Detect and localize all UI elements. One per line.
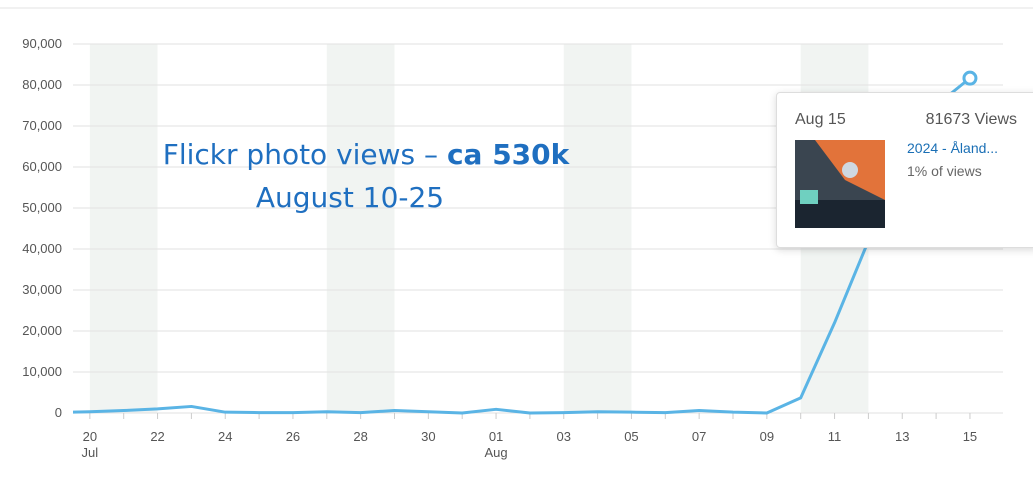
annotation-line2: August 10-25 — [256, 181, 444, 214]
x-tick-label: 01 — [489, 429, 503, 444]
x-tick-label: 28 — [353, 429, 367, 444]
x-tick-label: 20 — [83, 429, 97, 444]
x-tick-label: 11 — [828, 429, 842, 444]
x-tick-label: 13 — [895, 429, 909, 444]
weekend-band — [564, 44, 632, 413]
y-tick-label: 20,000 — [22, 323, 62, 338]
thumbnail[interactable] — [795, 140, 885, 228]
y-tick-label: 60,000 — [22, 159, 62, 174]
tooltip: Aug 15 81673 Views 2024 - Åland... 1% of… — [776, 92, 1033, 248]
y-tick-label: 80,000 — [22, 77, 62, 92]
weekend-band — [90, 44, 158, 413]
tooltip-share: 1% of views — [907, 163, 982, 179]
x-tick-label: 30 — [421, 429, 435, 444]
x-tick-label: 05 — [624, 429, 638, 444]
y-tick-label: 0 — [55, 405, 62, 420]
x-tick-label: 03 — [557, 429, 571, 444]
y-tick-label: 70,000 — [22, 118, 62, 133]
x-tick-label: 07 — [692, 429, 706, 444]
y-tick-label: 10,000 — [22, 364, 62, 379]
x-month-label: Aug — [484, 445, 507, 460]
x-month-label: Jul — [82, 445, 99, 460]
annotation-text: Flickr photo views – — [163, 138, 447, 171]
y-tick-label: 50,000 — [22, 200, 62, 215]
x-tick-label: 15 — [963, 429, 977, 444]
x-tick-label: 24 — [218, 429, 232, 444]
hover-marker — [964, 72, 976, 84]
weekend-band — [327, 44, 395, 413]
tooltip-photo-title[interactable]: 2024 - Åland... — [907, 140, 998, 156]
tooltip-date: Aug 15 — [795, 111, 846, 129]
y-tick-label: 40,000 — [22, 241, 62, 256]
y-tick-label: 90,000 — [22, 36, 62, 51]
x-tick-label: 09 — [760, 429, 774, 444]
page: {"chart_data": {"type": "line", "categor… — [0, 0, 1033, 484]
y-tick-label: 30,000 — [22, 282, 62, 297]
annotation: Flickr photo views – ca 530k — [163, 138, 571, 171]
x-tick-label: 22 — [150, 429, 164, 444]
x-tick-label: 26 — [286, 429, 300, 444]
annotation-bold: ca 530k — [447, 138, 571, 171]
tooltip-views: 81673 Views — [926, 111, 1017, 129]
